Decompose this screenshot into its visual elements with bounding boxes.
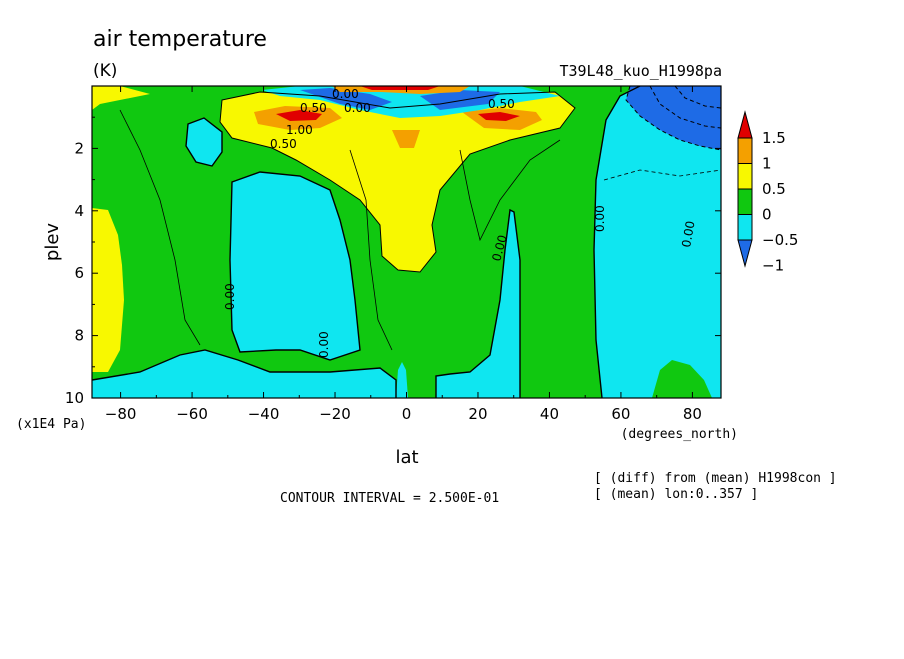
contour-label: 0.00 — [679, 220, 697, 249]
contour-thin-line — [459, 139, 561, 242]
region-cool-patch-70s — [186, 118, 222, 166]
region-cool-column-eq-west — [396, 362, 408, 398]
x-axis-label: lat — [395, 447, 418, 468]
region-hot-core-east — [478, 112, 520, 121]
chart-units: (K) — [93, 61, 117, 81]
region-polar-cold — [626, 86, 721, 150]
colorbar-label: 0 — [762, 206, 772, 224]
x-tick-label: 60 — [611, 405, 630, 423]
x-tick-label: 80 — [683, 405, 702, 423]
colorbar-swatch — [737, 163, 753, 190]
colorbar-label: 1.5 — [762, 129, 786, 147]
region-upper-hot-band — [360, 86, 440, 90]
contour-zero-line — [185, 117, 223, 167]
contour-thin-line — [349, 149, 393, 351]
region-left-warm — [92, 86, 150, 110]
contour-label: 0.00 — [332, 87, 359, 101]
colorbar-label: −1 — [762, 257, 784, 275]
region-cool-column-eq-east — [436, 210, 520, 398]
y-tick-label: 8 — [74, 327, 84, 345]
region-upper-cold-band-east — [420, 90, 500, 110]
contour-zero-line — [229, 171, 361, 361]
colorbar-swatch — [737, 188, 753, 215]
contour-zero-line — [435, 208, 521, 398]
region-left-warm-lower — [92, 208, 124, 372]
filled-contours — [92, 86, 721, 398]
run-id: T39L48_kuo_H1998pa — [559, 62, 722, 80]
diff-note: [ (diff) from (mean) H1998con ] — [594, 471, 837, 486]
contour-label: 0.00 — [344, 101, 371, 115]
contour-dashed-line — [649, 86, 721, 129]
x-axis-units: (degrees_north) — [621, 427, 738, 442]
y-axis-units: (x1E4 Pa) — [16, 417, 86, 432]
contour-thin-line — [119, 109, 201, 346]
x-tick-label: 0 — [402, 405, 412, 423]
contour-label: 1.00 — [286, 123, 313, 137]
contour-half-line — [219, 91, 576, 273]
x-tick-label: −80 — [105, 405, 137, 423]
region-hot-core-west — [276, 110, 322, 121]
y-tick-label: 6 — [74, 264, 84, 282]
region-central-warm — [220, 92, 575, 272]
region-cool-column-30s — [230, 172, 360, 360]
contour-label: 0.00 — [223, 283, 237, 310]
colorbar-label: 1 — [762, 155, 772, 173]
x-tick-label: 20 — [468, 405, 487, 423]
colorbar: 1.5 1 0.5 0 −0.5 −1 — [737, 110, 798, 275]
x-axis: −80 −60 −40 −20 0 20 40 60 80 — [105, 86, 702, 423]
colorbar-label: 0.5 — [762, 180, 786, 198]
contour-dashed-line — [674, 86, 721, 109]
contour-interval: CONTOUR INTERVAL = 2.500E-01 — [280, 491, 499, 506]
y-tick-label: 10 — [65, 389, 84, 407]
colorbar-min-triangle — [737, 239, 753, 268]
contour-labels: 1.00 0.50 0.00 0.00 0.00 0.00 0.00 0.00 … — [223, 87, 698, 358]
colorbar-swatch — [737, 137, 753, 164]
contour-zero-line — [593, 86, 641, 398]
contour-zero-line — [92, 349, 397, 398]
contour-lines — [92, 86, 721, 398]
contour-label: 0.00 — [489, 233, 509, 262]
colorbar-label: −0.5 — [762, 231, 798, 249]
y-axis: 2 4 6 8 10 — [65, 116, 721, 407]
x-tick-label: −60 — [176, 405, 208, 423]
contour-label: 0.00 — [317, 331, 331, 358]
colorbar-swatch — [737, 214, 753, 241]
x-tick-label: −20 — [319, 405, 351, 423]
y-tick-label: 2 — [74, 139, 84, 157]
contour-label: 0.50 — [270, 137, 297, 151]
y-axis-label: plev — [42, 223, 63, 262]
x-tick-label: 40 — [540, 405, 559, 423]
contour-dashed-line — [603, 169, 721, 181]
contour-label: 0.50 — [488, 97, 515, 111]
colorbar-max-triangle — [737, 110, 753, 139]
y-tick-label: 4 — [74, 202, 84, 220]
mean-note: [ (mean) lon:0..357 ] — [594, 487, 758, 502]
contour-label: 0.50 — [300, 101, 327, 115]
region-warm-core-center — [392, 130, 420, 148]
region-northern-cool — [594, 86, 721, 398]
contour-label: 0.00 — [593, 205, 607, 232]
x-tick-label: −40 — [248, 405, 280, 423]
contour-dashed-line — [625, 86, 721, 151]
region-southwest-cool — [92, 350, 396, 398]
chart-title: air temperature — [93, 27, 267, 52]
